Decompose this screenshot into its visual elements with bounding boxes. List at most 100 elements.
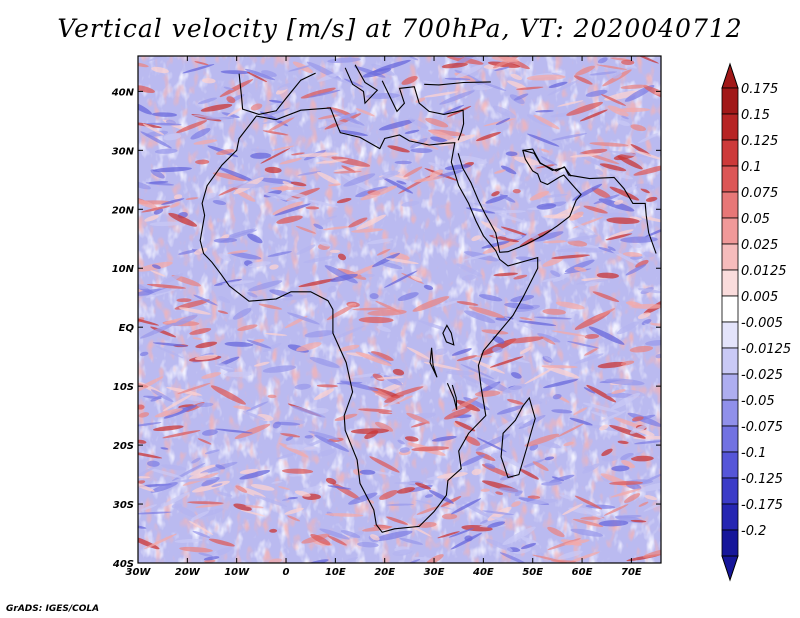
field-streak — [589, 71, 618, 76]
field-streak — [430, 136, 448, 143]
field-streak — [399, 538, 424, 545]
field-streak — [451, 348, 472, 356]
field-streak — [160, 447, 169, 450]
field-streak — [233, 503, 252, 511]
field-streak — [138, 199, 158, 209]
field-streak — [650, 323, 661, 327]
field-streak — [621, 459, 636, 469]
field-streak — [227, 250, 248, 254]
field-streak — [493, 210, 526, 214]
coastline-path — [522, 149, 572, 177]
field-streak — [287, 515, 301, 522]
field-streak — [378, 411, 393, 415]
coastline-path — [238, 72, 316, 115]
field-streak — [247, 233, 263, 244]
field-streak — [450, 498, 482, 515]
field-streak — [551, 560, 577, 563]
field-streak — [567, 341, 600, 349]
coastline-path — [442, 324, 455, 346]
field-streak — [504, 302, 534, 310]
field-streak — [261, 70, 277, 77]
field-streak — [603, 504, 629, 516]
coastline-path — [500, 396, 536, 479]
field-streak — [317, 171, 341, 186]
field-streak — [138, 439, 147, 444]
field-streak — [586, 384, 617, 403]
field-streak — [246, 401, 269, 412]
field-streak — [162, 394, 193, 412]
field-streak — [281, 498, 291, 501]
field-streak — [423, 91, 459, 98]
field-streak — [584, 333, 600, 339]
field-streak — [315, 159, 348, 164]
field-streak — [140, 131, 172, 149]
field-streak — [591, 187, 611, 199]
field-streak — [217, 310, 229, 314]
field-streak — [174, 299, 210, 310]
field-streak — [557, 100, 584, 107]
field-streak — [519, 317, 533, 321]
field-streak — [239, 469, 271, 480]
field-streak — [476, 437, 507, 453]
field-streak — [352, 307, 392, 311]
field-streak — [384, 394, 405, 403]
colorbar-swatch — [721, 191, 739, 219]
field-streak — [564, 259, 595, 273]
field-streak — [218, 167, 254, 182]
field-streak — [274, 203, 311, 216]
field-streak — [138, 480, 146, 484]
field-streak — [138, 100, 153, 115]
field-streak — [597, 361, 627, 369]
lon-tick-label: 30W — [126, 567, 152, 578]
field-streak — [477, 80, 507, 91]
field-streak — [392, 368, 405, 376]
field-streak — [233, 307, 252, 320]
field-streak — [635, 259, 649, 268]
field-streak — [629, 345, 654, 353]
field-streak — [299, 152, 339, 157]
field-streak — [590, 411, 609, 418]
field-streak — [480, 488, 490, 492]
field-streak — [475, 355, 492, 358]
field-streak — [499, 552, 527, 563]
field-streak — [348, 217, 368, 228]
field-streak — [260, 148, 290, 164]
field-streak — [551, 330, 587, 337]
field-streak — [401, 76, 418, 85]
field-streak — [227, 106, 244, 117]
field-streak — [138, 480, 155, 492]
field-streak — [313, 388, 335, 401]
field-streak — [583, 205, 608, 214]
field-streak — [484, 463, 496, 469]
field-streak — [482, 239, 521, 254]
colorbar-label: 0.125 — [741, 134, 778, 149]
colorbar-label: -0.175 — [741, 498, 783, 513]
field-streak — [218, 253, 232, 262]
field-streak — [362, 525, 393, 532]
field-streak — [372, 59, 411, 73]
field-streak — [436, 472, 468, 479]
field-streak — [574, 495, 603, 510]
field-streak — [297, 171, 322, 176]
field-streak — [212, 547, 233, 557]
field-streak — [456, 301, 479, 306]
field-streak — [434, 348, 448, 355]
field-streak — [178, 249, 200, 255]
field-streak — [406, 347, 431, 360]
field-streak — [304, 330, 335, 338]
colorbar-swatch — [721, 321, 739, 349]
field-streak — [572, 518, 604, 527]
field-streak — [296, 244, 316, 255]
colorbar-swatch — [721, 87, 739, 115]
field-streak — [360, 185, 398, 201]
field-streak — [606, 217, 640, 224]
field-streak — [211, 483, 223, 488]
field-streak — [337, 253, 347, 261]
field-streak — [204, 449, 220, 455]
field-streak — [609, 186, 640, 201]
field-streak — [326, 106, 352, 116]
field-streak — [563, 441, 574, 447]
field-streak — [173, 194, 183, 200]
lon-tick-label: 30E — [424, 567, 445, 578]
colorbar-label: 0.075 — [741, 186, 778, 201]
